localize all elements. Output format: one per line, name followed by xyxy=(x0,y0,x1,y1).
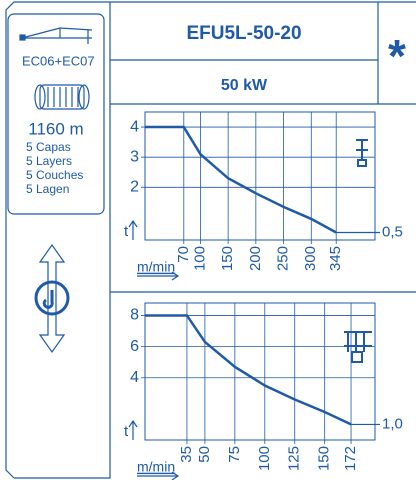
x-tick-label: 345 xyxy=(327,246,344,271)
power: 50 kW xyxy=(221,77,268,94)
y-axis-label: t xyxy=(124,223,129,240)
x-axis-label: m/min xyxy=(137,259,175,275)
plot-frame xyxy=(145,112,375,240)
layers: 5 Capas xyxy=(26,140,71,154)
x-tick-label: 75 xyxy=(226,446,243,463)
y-tick-label: 6 xyxy=(130,338,139,355)
x-tick-label: 35 xyxy=(178,446,195,463)
x-axis-label: m/min xyxy=(137,459,175,475)
mark: * xyxy=(388,30,406,82)
y-tick-label: 4 xyxy=(130,369,139,386)
layers: 5 Couches xyxy=(26,168,83,182)
x-tick-label: 300 xyxy=(302,246,319,271)
curve xyxy=(145,315,351,424)
curve xyxy=(145,127,336,232)
model: EFU5L-50-20 xyxy=(186,23,301,44)
y-tick-label: 8 xyxy=(130,307,139,324)
layers: 5 Layers xyxy=(26,154,72,168)
arrow xyxy=(129,221,137,240)
x-tick-label: 125 xyxy=(286,446,303,471)
reference-label: 1,0 xyxy=(382,415,403,432)
length: 1160 m xyxy=(28,119,83,138)
datasheet: EC06+EC07 1160 m 5 Capas 5 Layers 5 Couc… xyxy=(0,0,416,480)
y-axis-label: t xyxy=(124,423,129,440)
y-tick-label: 4 xyxy=(130,118,139,135)
x-tick-label: 70 xyxy=(175,246,192,263)
arrow xyxy=(129,421,137,440)
x-tick-label: 150 xyxy=(316,446,333,471)
x-tick-label: 150 xyxy=(219,246,236,271)
x-tick-label: 100 xyxy=(256,446,273,471)
y-tick-label: 3 xyxy=(130,148,139,165)
reference-label: 0,5 xyxy=(382,223,403,240)
x-tick-label: 50 xyxy=(196,446,213,463)
x-tick-label: 250 xyxy=(275,246,292,271)
layers: 5 Lagen xyxy=(26,182,69,196)
x-tick-label: 100 xyxy=(191,246,208,271)
x-tick-label: 172 xyxy=(342,446,359,471)
code: EC06+EC07 xyxy=(22,53,95,68)
y-tick-label: 2 xyxy=(130,179,139,196)
x-tick-label: 200 xyxy=(247,246,264,271)
